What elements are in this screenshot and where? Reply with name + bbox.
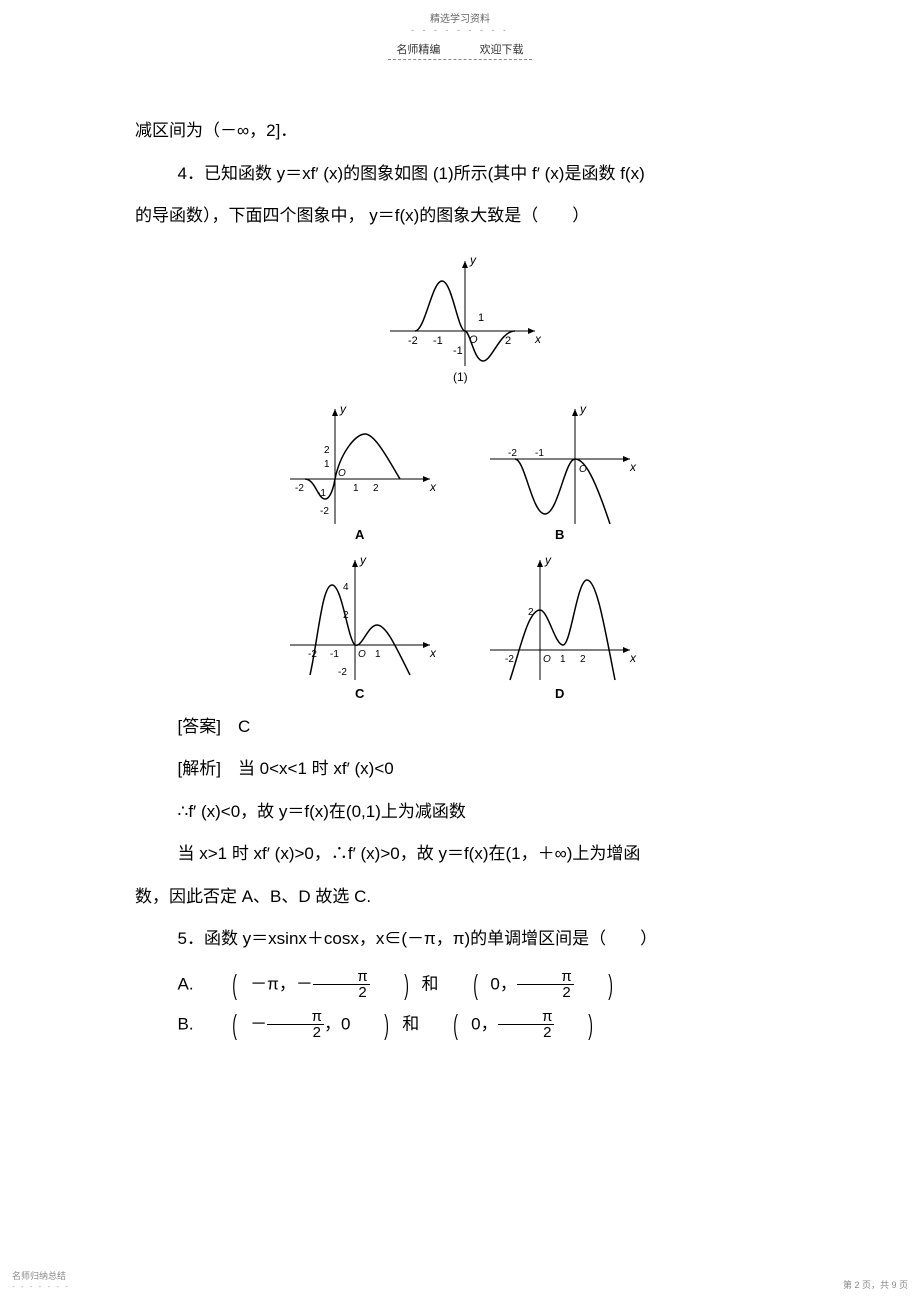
graphs-row-ab: y x O -2 -1 1 2 2 1 -2 A y x O -2 -1 B xyxy=(135,399,785,544)
gA-O: O xyxy=(338,468,346,479)
footer-left: 名师归纳总结 - - - - - - - xyxy=(12,1269,70,1291)
page-content: 减区间为（－∞，2]． 4．已知函数 y＝xf′ (x)的图象如图 (1)所示(… xyxy=(0,110,920,1041)
gD-p2: 2 xyxy=(580,654,586,665)
optB-p1a: － xyxy=(250,1014,267,1033)
g1-p2: 2 xyxy=(505,335,511,347)
gA-p1: 1 xyxy=(353,483,359,494)
optB-p1b: ，0 xyxy=(324,1014,350,1033)
optA-p2a: 0， xyxy=(490,974,516,993)
gA-p2: 2 xyxy=(373,483,379,494)
gD-label: D xyxy=(555,686,564,700)
gB-x: x xyxy=(629,460,637,474)
graph-1-svg: y x O -2 -1 1 2 -1 (1) xyxy=(370,246,550,386)
gD-O: O xyxy=(543,654,551,665)
gA-x: x xyxy=(429,480,437,494)
parse-line2: ∴f′ (x)<0，故 y＝f(x)在(0,1)上为减函数 xyxy=(135,791,785,834)
lparen-icon: ( xyxy=(211,969,237,1001)
gA-y: y xyxy=(339,402,347,416)
gB-n1: -1 xyxy=(535,448,544,459)
gA-y2: 2 xyxy=(324,445,330,456)
g1-p1: 1 xyxy=(478,312,484,324)
page-header: 精选学习资料 - - - - - - - - - 名师精编 欢迎下载 xyxy=(0,0,920,60)
footer-dots: - - - - - - - xyxy=(12,1282,70,1291)
gA-n2: -2 xyxy=(295,483,304,494)
header-gap xyxy=(444,44,477,56)
frac-pi-2-2: π2 xyxy=(517,969,574,1000)
gA-y1: 1 xyxy=(324,459,330,470)
graph-C: y x O -2 -1 1 4 2 -2 C xyxy=(280,550,440,700)
graph-A: y x O -2 -1 1 2 2 1 -2 A xyxy=(280,399,440,544)
q5-line: 5．函数 y＝xsinx＋cosx，x∈(－π，π)的单调增区间是（ ） xyxy=(135,918,785,961)
frac-pi-2-3: π2 xyxy=(267,1009,324,1040)
lparen-icon-2: ( xyxy=(452,969,478,1001)
g1-yn1: -1 xyxy=(453,345,463,357)
gC-y: y xyxy=(359,553,367,567)
frac-pi-2-1: π2 xyxy=(313,969,370,1000)
optA-p1a: －π，－ xyxy=(250,974,313,993)
rparen-icon: ) xyxy=(383,969,409,1001)
gD-y2: 2 xyxy=(528,607,534,618)
lparen-icon-3: ( xyxy=(211,1009,237,1041)
frac-pi-2-4: π2 xyxy=(498,1009,555,1040)
gB-n2: -2 xyxy=(508,448,517,459)
graph-1: y x O -2 -1 1 2 -1 (1) xyxy=(135,246,785,391)
gC-n1: -1 xyxy=(330,649,339,660)
g1-n1: -1 xyxy=(433,335,443,347)
g1-x: x xyxy=(534,332,542,346)
g1-y: y xyxy=(469,253,477,267)
optB-p2a: 0， xyxy=(471,1014,497,1033)
graphs-row-cd: y x O -2 -1 1 4 2 -2 C y x O -2 1 2 2 D xyxy=(135,550,785,700)
gC-p1: 1 xyxy=(375,649,381,660)
footer-right: 第 2 页，共 9 页 xyxy=(843,1278,908,1291)
lparen-icon-4: ( xyxy=(432,1009,458,1041)
parse-line3: 当 x>1 时 xf′ (x)>0，∴f′ (x)>0，故 y＝f(x)在(1，… xyxy=(135,833,785,876)
gC-y4: 4 xyxy=(343,582,349,593)
line-prev-end: 减区间为（－∞，2]． xyxy=(135,110,785,153)
option-B: B. (－π2，0)和(0，π2) xyxy=(135,1009,785,1041)
rparen-icon-4: ) xyxy=(567,1009,593,1041)
gC-x: x xyxy=(429,646,437,660)
g1-caption: (1) xyxy=(453,370,468,384)
header-subtitle: 名师精编 欢迎下载 xyxy=(388,41,531,60)
graph-D: y x O -2 1 2 2 D xyxy=(480,550,640,700)
q4-line2: 的导函数），下面四个图象中， y＝f(x)的图象大致是（ ） xyxy=(135,195,785,238)
rparen-icon-3: ) xyxy=(363,1009,389,1041)
option-A: A. (－π，－π2)和(0，π2) xyxy=(135,969,785,1001)
g1-n2: -2 xyxy=(408,335,418,347)
gD-p1: 1 xyxy=(560,654,566,665)
optA-mid: 和 xyxy=(422,974,439,993)
answer-line: [答案] C xyxy=(135,706,785,749)
header-right: 欢迎下载 xyxy=(480,44,524,56)
header-dots: - - - - - - - - - xyxy=(0,25,920,35)
rparen-icon-2: ) xyxy=(587,969,613,1001)
parse-line1: [解析] 当 0<x<1 时 xf′ (x)<0 xyxy=(135,748,785,791)
parse-line4: 数，因此否定 A、B、D 故选 C. xyxy=(135,876,785,919)
gA-yn2: -2 xyxy=(320,506,329,517)
gB-y: y xyxy=(579,402,587,416)
graph-B: y x O -2 -1 B xyxy=(480,399,640,544)
gD-n2: -2 xyxy=(505,654,514,665)
gA-label: A xyxy=(355,527,365,542)
gB-label: B xyxy=(555,527,564,542)
q4-line1: 4．已知函数 y＝xf′ (x)的图象如图 (1)所示(其中 f′ (x)是函数… xyxy=(135,153,785,196)
gC-O: O xyxy=(358,649,366,660)
header-left: 名师精编 xyxy=(396,44,440,56)
footer-left-text: 名师归纳总结 xyxy=(12,1269,70,1282)
gC-label: C xyxy=(355,686,365,700)
optA-prefix: A. xyxy=(178,974,194,993)
gC-yn2: -2 xyxy=(338,667,347,678)
gD-x: x xyxy=(629,651,637,665)
optB-prefix: B. xyxy=(178,1014,194,1033)
header-top-text: 精选学习资料 xyxy=(0,0,920,25)
gD-y: y xyxy=(544,553,552,567)
optB-mid: 和 xyxy=(402,1014,419,1033)
